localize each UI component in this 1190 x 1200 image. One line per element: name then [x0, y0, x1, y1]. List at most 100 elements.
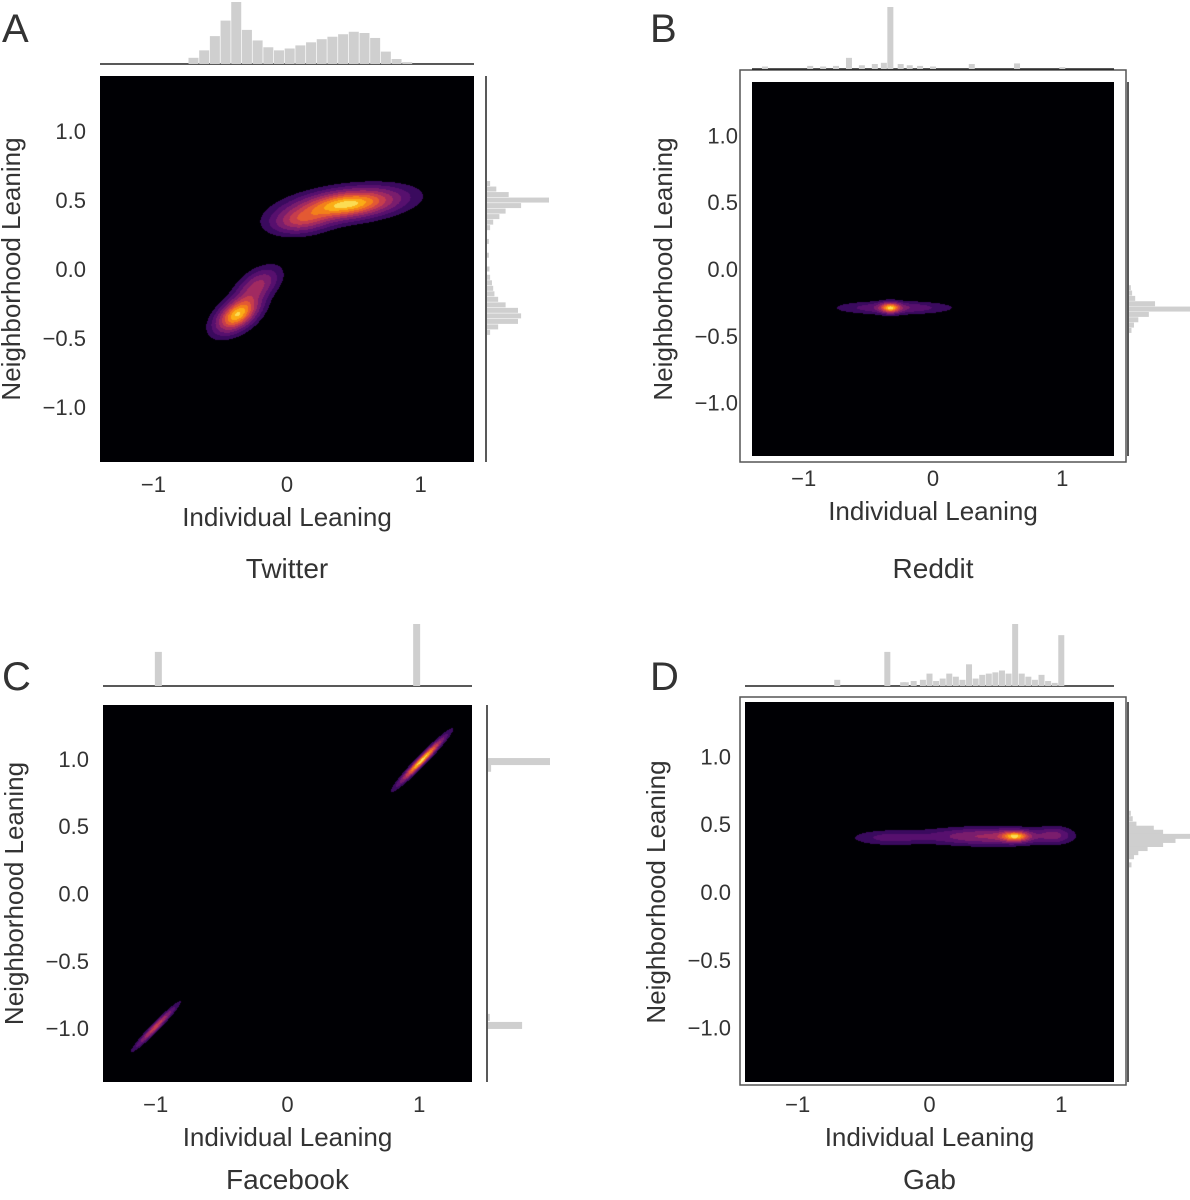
- platform-caption: Twitter: [246, 553, 328, 584]
- right-hist-bar: [1129, 850, 1139, 856]
- y-tick-label: 1.0: [707, 123, 738, 148]
- top-hist-bar: [972, 678, 979, 686]
- right-hist-bar: [1129, 862, 1132, 868]
- top-hist-bar: [316, 39, 327, 64]
- x-tick-label: 1: [1056, 466, 1068, 491]
- right-hist-bar: [1129, 290, 1133, 296]
- y-tick-label: 0.5: [58, 814, 89, 839]
- right-hist-bar: [1129, 821, 1137, 827]
- x-tick-label: −1: [141, 472, 166, 497]
- top-hist-bar: [231, 2, 242, 64]
- right-hist-bar: [487, 266, 490, 272]
- x-tick-label: 0: [923, 1092, 935, 1117]
- y-tick-label: 0.0: [707, 257, 738, 282]
- y-tick-label: 1.0: [700, 744, 731, 769]
- right-hist-bar: [487, 329, 491, 335]
- y-tick-label: 0.0: [58, 882, 89, 907]
- right-hist-bar: [1129, 816, 1133, 822]
- right-hist-bar: [1129, 327, 1132, 333]
- right-hist-bar: [1129, 837, 1176, 843]
- right-hist-bar: [487, 181, 491, 187]
- right-hist-bar: [1129, 311, 1149, 317]
- x-tick-label: −1: [791, 466, 816, 491]
- right-hist-bar: [1129, 846, 1148, 852]
- top-hist-bar: [917, 65, 924, 69]
- top-hist-bar: [154, 651, 162, 686]
- right-hist-bar: [1129, 317, 1139, 323]
- x-axis-label: Individual Leaning: [182, 502, 392, 532]
- right-hist-bar: [1129, 854, 1134, 860]
- top-hist-bar: [327, 36, 338, 64]
- top-hist-bar: [1018, 673, 1025, 686]
- y-tick-label: 1.0: [55, 119, 86, 144]
- top-hist-bar: [966, 664, 973, 686]
- top-hist-bar: [359, 33, 370, 64]
- right-hist-bar: [487, 192, 509, 198]
- top-hist-bar: [926, 673, 933, 686]
- y-axis-label: Neighborhood Leaning: [0, 762, 29, 1025]
- top-hist-bar: [871, 64, 878, 69]
- top-hist-bar: [933, 681, 940, 686]
- y-axis-label: Neighborhood Leaning: [0, 137, 26, 400]
- right-hist-bar: [487, 208, 506, 214]
- right-hist-bar: [487, 285, 494, 291]
- top-hist-bar: [939, 678, 946, 686]
- top-hist-bar: [199, 50, 210, 64]
- right-hist-bar: [487, 318, 518, 324]
- top-hist-bar: [910, 681, 917, 686]
- right-hist-bar: [1129, 322, 1134, 328]
- top-hist-bar: [919, 679, 926, 686]
- top-hist-bar: [1045, 681, 1052, 686]
- platform-caption: Facebook: [226, 1164, 350, 1195]
- top-hist-bar: [887, 7, 894, 69]
- y-axis-label: Neighborhood Leaning: [648, 137, 678, 400]
- y-tick-label: −0.5: [46, 949, 89, 974]
- x-tick-label: 0: [281, 472, 293, 497]
- right-hist-bar: [488, 1021, 523, 1029]
- top-hist-bar: [241, 29, 252, 64]
- right-hist-bar: [1129, 285, 1131, 291]
- top-hist-bar: [273, 50, 284, 64]
- y-tick-label: −1.0: [43, 395, 86, 420]
- x-axis-label: Individual Leaning: [828, 496, 1038, 526]
- x-axis-label: Individual Leaning: [825, 1122, 1035, 1152]
- top-hist-bar: [338, 34, 349, 64]
- y-tick-label: −0.5: [43, 326, 86, 351]
- top-hist-bar: [897, 64, 904, 69]
- right-hist-bar: [1129, 842, 1164, 847]
- panel-letter: A: [2, 7, 29, 51]
- right-hist-bar: [487, 291, 495, 297]
- top-hist-bar: [380, 51, 391, 64]
- y-tick-label: 0.0: [55, 257, 86, 282]
- x-tick-label: 0: [281, 1092, 293, 1117]
- panel-c: C −1 0 1 1.0 0.5 0.0 −0.5 −1.0 Individual Leaning…: [0, 624, 550, 1195]
- top-hist-bar: [930, 66, 936, 69]
- y-tick-label: −1.0: [695, 391, 738, 416]
- right-hist-bar: [487, 252, 489, 258]
- top-hist-bar: [1059, 67, 1066, 69]
- panel-letter: D: [650, 655, 679, 699]
- top-hist-bar: [1025, 676, 1032, 686]
- right-hist-bar: [487, 313, 522, 319]
- right-hist-bar: [1129, 301, 1156, 307]
- top-hist-bar: [284, 48, 295, 64]
- platform-caption: Reddit: [893, 553, 974, 584]
- right-hist-bar: [487, 324, 499, 330]
- y-tick-label: 0.5: [55, 188, 86, 213]
- right-hist-bar: [487, 307, 518, 313]
- x-tick-label: 0: [927, 466, 939, 491]
- top-hist-bar: [402, 62, 413, 64]
- top-hist-bar: [263, 47, 274, 64]
- right-hist-bar: [488, 764, 492, 772]
- top-hist-bar: [1005, 673, 1012, 686]
- top-hist-bar: [979, 674, 986, 686]
- top-hist-bar: [391, 59, 402, 64]
- top-hist-bar: [985, 673, 992, 686]
- top-hist-bar: [370, 37, 381, 64]
- top-hist-bar: [252, 40, 263, 64]
- top-hist-bar: [220, 20, 231, 65]
- top-hist-bar: [946, 673, 953, 686]
- y-tick-label: −0.5: [688, 948, 731, 973]
- right-hist-bar: [1129, 810, 1131, 816]
- top-hist-bar: [1058, 635, 1065, 686]
